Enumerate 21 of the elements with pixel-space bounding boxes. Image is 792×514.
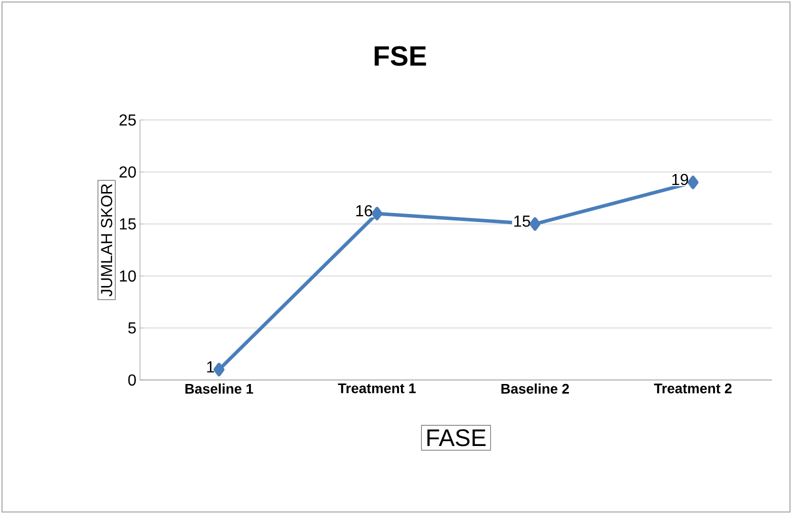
y-tick-label: 25: [120, 114, 136, 126]
x-tick-label: Baseline 2: [501, 384, 569, 394]
chart-title: FSE: [374, 46, 426, 66]
data-label: 16: [356, 205, 372, 216]
x-tick-label: Baseline 1: [185, 384, 254, 394]
y-tick-label: 0: [128, 374, 136, 386]
x-axis-title: FASE: [427, 429, 486, 446]
y-axis-title: JUMLAH SKOR: [100, 184, 112, 296]
data-label: 1: [207, 361, 214, 372]
data-label: 15: [514, 216, 530, 227]
y-tick-label: 5: [128, 322, 136, 334]
x-tick-label: Treatment 1: [338, 384, 416, 394]
point: [530, 217, 541, 231]
point: [372, 206, 383, 220]
x-tick-label: Treatment 2: [654, 383, 732, 394]
y-tick-label: 15: [120, 218, 136, 230]
point: [688, 176, 699, 190]
y-tick-label: 20: [120, 166, 136, 178]
y-tick-label: 10: [120, 270, 136, 282]
point: [214, 362, 225, 376]
data-label: 19: [672, 174, 688, 186]
